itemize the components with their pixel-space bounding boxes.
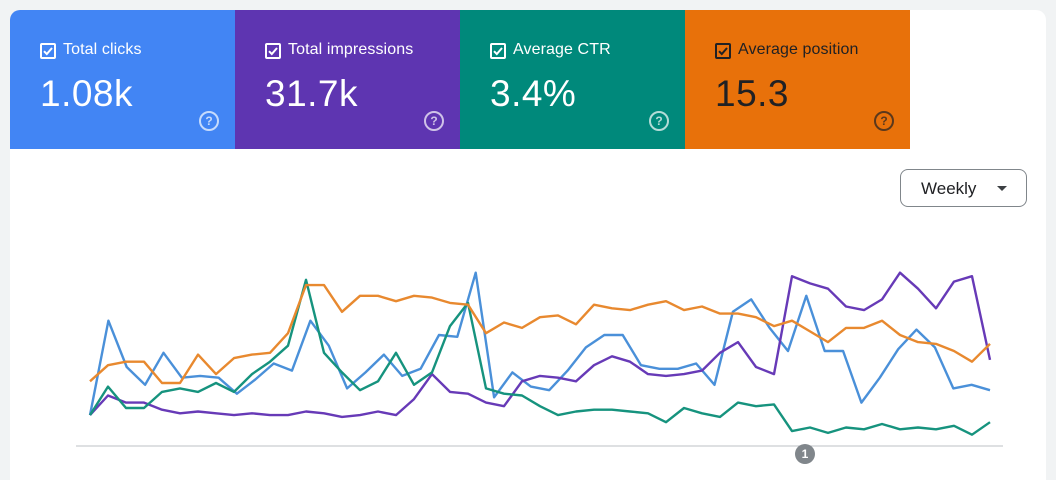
card-label: Average position	[738, 41, 859, 58]
period-dropdown-label: Weekly	[921, 179, 977, 198]
average-position-card[interactable]: Average position 15.3 ?	[685, 10, 910, 149]
dropdown-arrow-icon	[997, 186, 1007, 191]
card-label: Total impressions	[288, 41, 414, 58]
total-clicks-card[interactable]: Total clicks 1.08k ?	[10, 10, 235, 149]
card-label: Total clicks	[63, 41, 142, 58]
series-line-ctr	[88, 278, 991, 436]
help-icon[interactable]: ?	[199, 111, 219, 131]
checkbox-checked-icon[interactable]	[40, 43, 56, 59]
performance-panel: Total clicks 1.08k ? Total impressions 3…	[10, 10, 1046, 480]
period-dropdown[interactable]: Weekly	[900, 169, 1027, 207]
performance-chart	[76, 271, 1003, 447]
average-ctr-card[interactable]: Average CTR 3.4% ?	[460, 10, 685, 149]
card-value: 15.3	[715, 73, 790, 114]
series-line-position	[89, 283, 991, 385]
help-icon[interactable]: ?	[874, 111, 894, 131]
card-label: Average CTR	[513, 41, 611, 58]
checkbox-checked-icon[interactable]	[265, 43, 281, 59]
metric-cards: Total clicks 1.08k ? Total impressions 3…	[10, 10, 910, 149]
card-value: 3.4%	[490, 73, 577, 114]
chart-series-group	[88, 271, 992, 436]
card-value: 1.08k	[40, 73, 134, 114]
series-line-clicks	[88, 271, 991, 416]
series-line-impressions	[89, 271, 992, 419]
total-impressions-card[interactable]: Total impressions 31.7k ?	[235, 10, 460, 149]
card-value: 31.7k	[265, 73, 359, 114]
annotation-marker[interactable]: 1	[795, 444, 815, 464]
help-icon[interactable]: ?	[649, 111, 669, 131]
checkbox-checked-icon[interactable]	[490, 43, 506, 59]
checkbox-checked-icon[interactable]	[715, 43, 731, 59]
help-icon[interactable]: ?	[424, 111, 444, 131]
